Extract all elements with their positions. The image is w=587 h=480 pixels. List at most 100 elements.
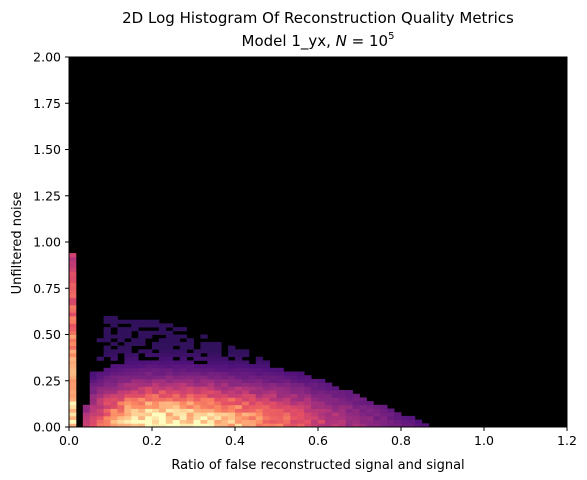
heatmap-cell [200, 386, 208, 391]
heatmap-cell [124, 401, 132, 406]
heatmap-cell [269, 419, 277, 424]
heatmap-cell [387, 415, 395, 420]
heatmap-cell [172, 378, 181, 383]
heatmap-cell [228, 390, 236, 395]
heatmap-cell [96, 408, 104, 413]
heatmap-cell [331, 397, 340, 402]
heatmap-cell [200, 367, 208, 372]
heatmap-cell [200, 378, 208, 383]
heatmap-cell [318, 397, 326, 402]
heatmap-cell [311, 404, 319, 409]
heatmap-cell [124, 404, 132, 409]
heatmap-cell [69, 308, 77, 313]
heatmap-cell [338, 423, 347, 428]
heatmap-cell [193, 371, 201, 376]
heatmap-cell [138, 367, 146, 372]
heatmap-cell [359, 401, 367, 406]
heatmap-cell [276, 401, 284, 406]
heatmap-cell [145, 353, 153, 358]
heatmap-cell [69, 304, 77, 309]
heatmap-cell [69, 356, 77, 361]
heatmap-cell [172, 360, 181, 365]
heatmap-cell [269, 367, 277, 372]
heatmap-cell [103, 419, 111, 424]
heatmap-cell [255, 356, 264, 361]
heatmap-cell [255, 397, 264, 402]
heatmap-cell [186, 378, 194, 383]
heatmap-cell [103, 327, 111, 332]
heatmap-cell [352, 401, 360, 406]
heatmap-cell [138, 393, 146, 398]
heatmap-cell [103, 367, 111, 372]
heatmap-cell [248, 367, 257, 372]
heatmap-cell [262, 367, 270, 372]
heatmap-cell [165, 341, 174, 346]
heatmap-cell [207, 345, 215, 350]
heatmap-cell [228, 371, 236, 376]
heatmap-cell [124, 408, 132, 413]
heatmap-cell [193, 364, 201, 369]
heatmap-cell [124, 419, 132, 424]
heatmap-cell [221, 360, 229, 365]
heatmap-cell [373, 415, 381, 420]
heatmap-cell [283, 375, 291, 380]
heatmap-cell [69, 264, 77, 269]
heatmap-cell [145, 382, 153, 387]
heatmap-cell [241, 386, 250, 391]
heatmap-cell [262, 408, 270, 413]
heatmap-cell [89, 404, 98, 409]
subtitle-eq: = 10 [347, 32, 388, 50]
heatmap-cell [69, 334, 77, 339]
heatmap-cell [241, 382, 250, 387]
heatmap-cell [235, 349, 243, 354]
heatmap-cell [103, 316, 111, 321]
heatmap-cell [297, 408, 305, 413]
heatmap-cell [304, 375, 312, 380]
heatmap-cell [158, 356, 167, 361]
heatmap-cell [117, 393, 125, 398]
heatmap-cell [145, 397, 153, 402]
heatmap-cell [255, 408, 264, 413]
heatmap-cell [69, 404, 77, 409]
heatmap-cell [89, 408, 98, 413]
heatmap-cell [131, 367, 139, 372]
heatmap-cell [248, 419, 257, 424]
heatmap-cell [158, 397, 167, 402]
heatmap-cell [331, 423, 340, 428]
heatmap-cell [131, 338, 139, 343]
heatmap-cell [124, 367, 132, 372]
heatmap-cell [407, 423, 416, 428]
heatmap-cell [193, 393, 201, 398]
heatmap-cell [165, 404, 174, 409]
heatmap-cell [338, 401, 347, 406]
heatmap-cell [89, 382, 98, 387]
heatmap-cell [214, 415, 222, 420]
heatmap-cell [228, 367, 236, 372]
heatmap-cell [235, 382, 243, 387]
heatmap-cell [145, 412, 153, 417]
heatmap-cell [304, 419, 312, 424]
heatmap-cell [124, 356, 132, 361]
heatmap-cell [110, 386, 118, 391]
heatmap-cell [373, 404, 381, 409]
heatmap-cell [359, 397, 367, 402]
heatmap-cell [235, 378, 243, 383]
heatmap-cell [221, 415, 229, 420]
heatmap-cell [262, 419, 270, 424]
heatmap-cell [152, 341, 160, 346]
heatmap-cell [394, 412, 402, 417]
heatmap-cell [117, 334, 125, 339]
heatmap-cell [345, 393, 353, 398]
heatmap-cell [96, 375, 104, 380]
heatmap-cell [331, 419, 340, 424]
heatmap-cell [207, 349, 215, 354]
heatmap-cell [297, 371, 305, 376]
heatmap-cell [262, 404, 270, 409]
heatmap-cell [186, 375, 194, 380]
heatmap-cell [117, 386, 125, 391]
heatmap-cell [152, 353, 160, 358]
heatmap-cell [69, 327, 77, 332]
heatmap-cell [179, 371, 187, 376]
heatmap-cell [269, 415, 277, 420]
heatmap-cell [311, 390, 319, 395]
